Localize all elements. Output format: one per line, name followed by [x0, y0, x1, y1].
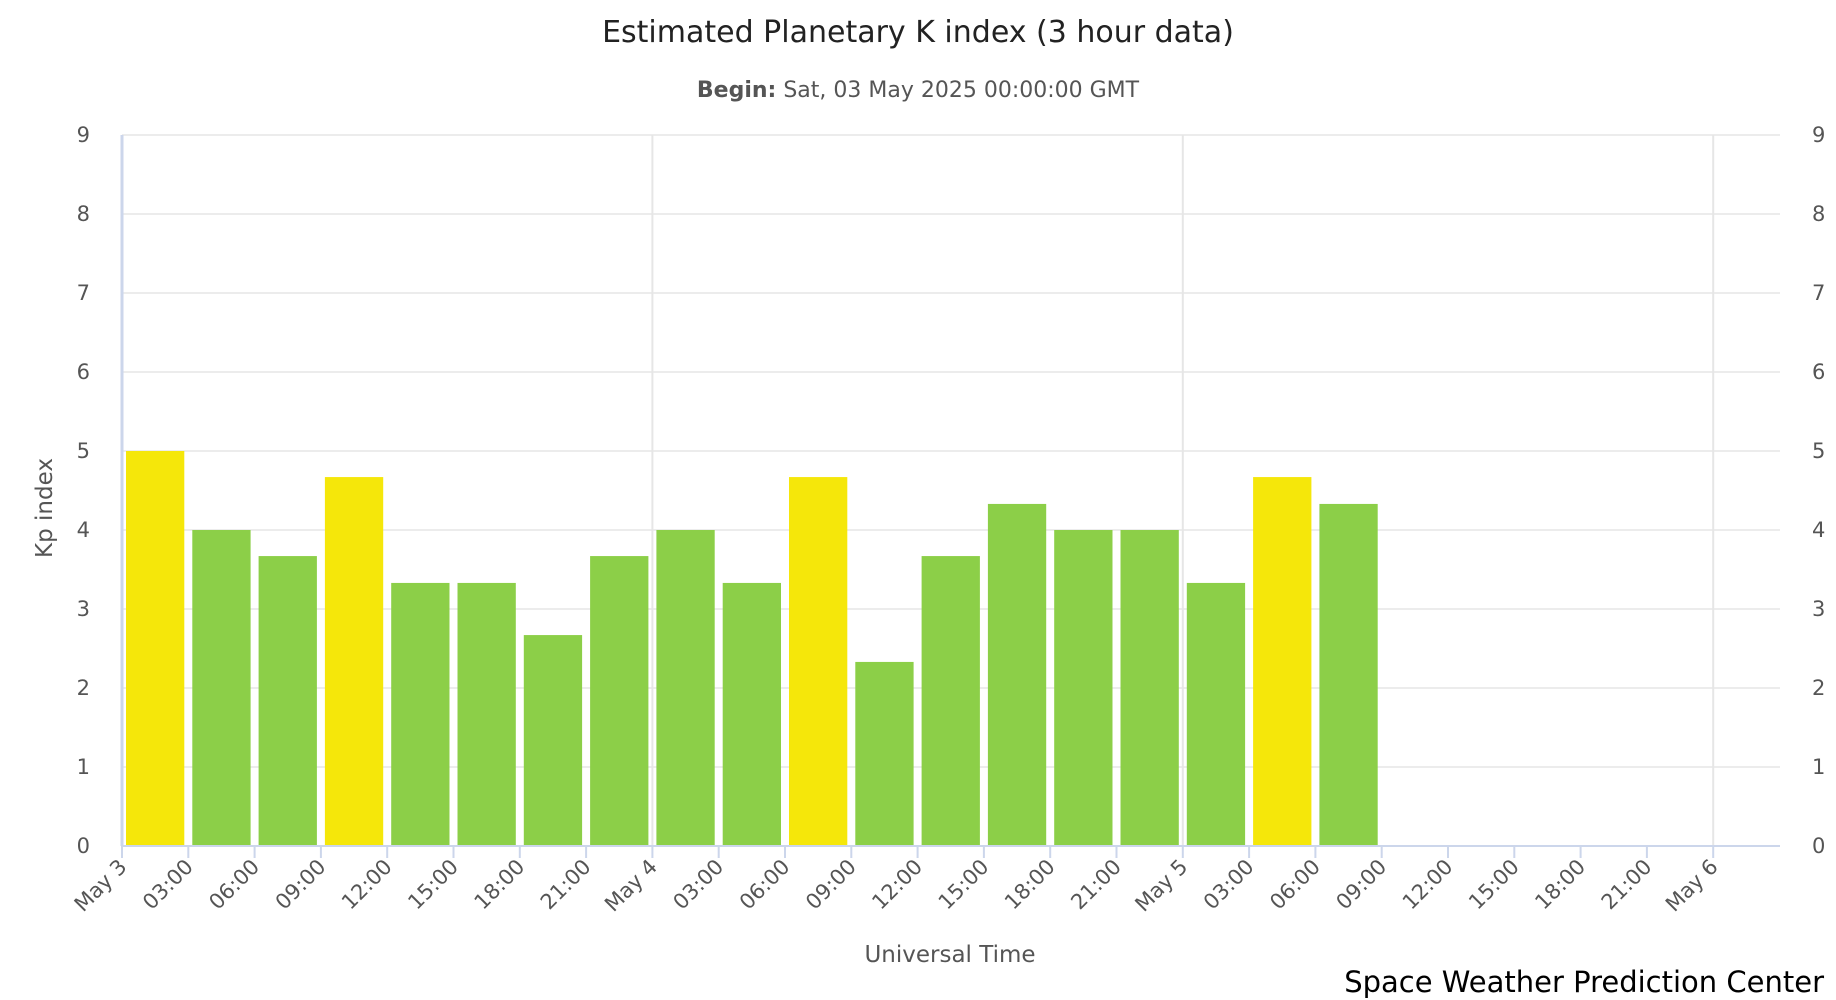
y-tick-label-right: 2	[1812, 676, 1825, 700]
kp-bar	[324, 477, 384, 846]
x-tick-label: May 3	[70, 855, 132, 917]
credit-text: Space Weather Prediction Center	[1344, 965, 1824, 999]
chart-title: Estimated Planetary K index (3 hour data…	[602, 15, 1234, 50]
y-tick-label-left: 2	[77, 676, 90, 700]
y-tick-label-left: 4	[77, 518, 90, 542]
y-axis-title: Kp index	[32, 458, 58, 558]
x-tick-label: 15:00	[403, 855, 463, 915]
x-tick-label: 09:00	[271, 855, 331, 915]
y-tick-label-left: 0	[77, 834, 90, 858]
y-tick-label-right: 0	[1812, 834, 1825, 858]
y-tick-label-right: 5	[1812, 439, 1825, 463]
x-axis-title: Universal Time	[864, 942, 1035, 968]
y-tick-label-left: 5	[77, 439, 90, 463]
x-tick-label: 06:00	[204, 855, 264, 915]
subtitle-value: Sat, 03 May 2025 00:00:00 GMT	[783, 78, 1139, 103]
kp-bar	[1253, 477, 1312, 846]
x-tick-label: 06:00	[1265, 855, 1325, 915]
x-tick-label: 03:00	[138, 855, 198, 915]
kp-bar	[789, 477, 848, 846]
x-tick-label: 15:00	[934, 855, 994, 915]
x-tick-label: May 5	[1130, 855, 1192, 917]
kp-bar	[258, 556, 317, 846]
y-tick-label-right: 8	[1812, 202, 1825, 226]
x-tick-label: 18:00	[1530, 855, 1590, 915]
x-tick-label: 21:00	[1597, 855, 1657, 915]
x-tick-label: 03:00	[1199, 855, 1259, 915]
y-tick-label-right: 9	[1812, 123, 1825, 147]
kp-bar	[855, 661, 914, 846]
x-tick-label: May 6	[1661, 855, 1723, 917]
kp-bar	[391, 582, 450, 846]
y-tick-label-right: 4	[1812, 518, 1825, 542]
x-tick-label: 12:00	[867, 855, 927, 915]
bar-layer	[126, 451, 1378, 846]
x-tick-label: 18:00	[470, 855, 530, 915]
kp-bar	[192, 530, 251, 846]
y-tick-label-right: 1	[1812, 755, 1825, 779]
x-tick-label: 09:00	[801, 855, 861, 915]
kp-bar	[1186, 582, 1246, 846]
y-tick-label-left: 3	[77, 597, 90, 621]
x-tick-label: 15:00	[1464, 855, 1524, 915]
y-tick-label-left: 8	[77, 202, 90, 226]
x-tick-label: 21:00	[536, 855, 596, 915]
x-tick-label: 12:00	[337, 855, 397, 915]
y-tick-label-left: 1	[77, 755, 90, 779]
y-tick-label-left: 6	[77, 360, 90, 384]
y-tick-label-left: 9	[77, 123, 90, 147]
kp-bar	[1054, 530, 1113, 846]
kp-bar	[523, 635, 583, 846]
kp-bar	[590, 556, 649, 846]
kp-bar	[1120, 530, 1179, 846]
y-tick-label-right: 6	[1812, 360, 1825, 384]
kp-bar	[457, 582, 516, 846]
x-tick-label: 21:00	[1066, 855, 1126, 915]
y-tick-label-right: 7	[1812, 281, 1825, 305]
kp-bar	[921, 556, 980, 846]
subtitle-label: Begin:	[697, 78, 776, 103]
kp-bar	[987, 503, 1047, 846]
x-tick-label: May 4	[600, 855, 662, 917]
x-tick-label: 09:00	[1331, 855, 1391, 915]
x-tick-label: 18:00	[1000, 855, 1060, 915]
kp-bar	[126, 451, 185, 846]
y-tick-label-left: 7	[77, 281, 90, 305]
y-tick-label-right: 3	[1812, 597, 1825, 621]
x-tick-label: 12:00	[1398, 855, 1458, 915]
x-tick-label: 06:00	[735, 855, 795, 915]
kp-bar	[1319, 503, 1378, 846]
chart-subtitle: Begin: Sat, 03 May 2025 00:00:00 GMT	[697, 78, 1140, 103]
kp-bar	[722, 582, 781, 846]
kp-bar	[656, 530, 715, 846]
x-tick-label: 03:00	[668, 855, 728, 915]
